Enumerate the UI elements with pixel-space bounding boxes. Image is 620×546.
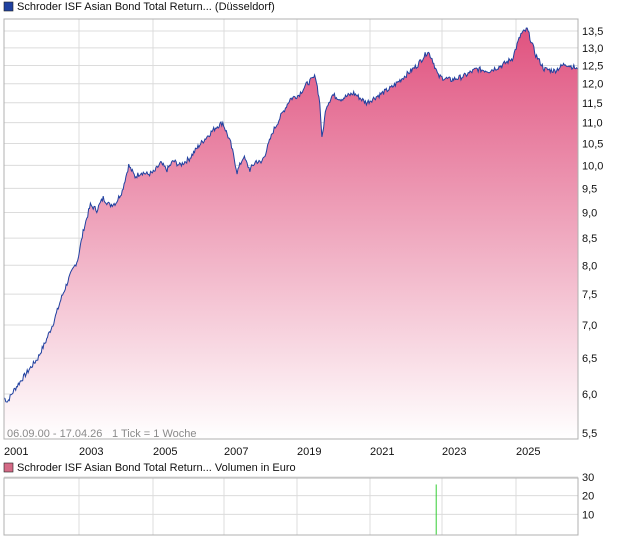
volume-y-tick-label: 30: [582, 472, 594, 484]
price-legend-swatch: [3, 1, 14, 12]
price-series-line: [4, 27, 578, 403]
price-x-tick-label: 2019: [297, 446, 321, 458]
price-area-fill: [4, 28, 578, 439]
volume-chart-border: [3, 477, 579, 536]
volume-legend-swatch: [3, 462, 14, 473]
price-y-tick-label: 10,0: [582, 160, 603, 172]
price-y-tick-label: 7,5: [582, 289, 597, 301]
price-y-tick-label: 13,5: [582, 26, 603, 38]
price-y-tick-label: 12,5: [582, 60, 603, 72]
price-x-tick-label: 2025: [516, 446, 540, 458]
price-y-tick-label: 13,0: [582, 43, 603, 55]
price-x-tick-label: 2023: [442, 446, 466, 458]
volume-y-axis: 10 20 30: [582, 472, 594, 521]
price-chart-border: [3, 18, 579, 440]
price-y-tick-label: 10,5: [582, 139, 603, 151]
price-x-tick-label: 2021: [370, 446, 394, 458]
price-y-tick-label: 12,0: [582, 79, 603, 91]
price-y-tick-label: 11,5: [582, 98, 603, 110]
volume-chart-panel: 10 20 30: [3, 472, 594, 536]
price-x-tick-label: 2001: [4, 446, 28, 458]
price-y-axis: 5,5 6,0 6,5 7,0 7,5 8,0 8,5 9,0 9,5 10,0 10,5 11,0 1…: [582, 26, 603, 440]
volume-y-tick-label: 20: [582, 491, 594, 503]
volume-y-tick-label: 10: [582, 509, 594, 521]
price-y-tick-label: 9,5: [582, 183, 597, 195]
footer-date-range: 06.09.00 - 17.04.26: [7, 428, 102, 440]
volume-legend-label: Schroder ISF Asian Bond Total Return... …: [17, 462, 296, 474]
price-y-tick-label: 7,0: [582, 320, 597, 332]
price-y-tick-label: 8,0: [582, 260, 597, 272]
price-y-tick-label: 6,5: [582, 353, 597, 365]
footer-tick-info: 1 Tick = 1 Woche: [112, 428, 196, 440]
price-x-axis: 2001 2003 2005 2007 2019 2021 2023 2025: [4, 446, 540, 458]
price-y-tick-label: 9,0: [582, 208, 597, 220]
price-x-tick-label: 2007: [224, 446, 248, 458]
price-y-tick-label: 11,0: [582, 118, 603, 130]
price-y-tick-label: 8,5: [582, 233, 597, 245]
price-y-tick-label: 6,0: [582, 389, 597, 401]
price-chart-panel: 5,5 6,0 6,5 7,0 7,5 8,0 8,5 9,0 9,5 10,0 10,5 11,0 1…: [3, 18, 603, 458]
price-x-tick-label: 2003: [79, 446, 103, 458]
volume-chart-grid: [3, 476, 578, 535]
price-legend-label: Schroder ISF Asian Bond Total Return... …: [17, 1, 275, 13]
price-y-tick-label: 5,5: [582, 428, 597, 440]
price-x-tick-label: 2005: [153, 446, 177, 458]
